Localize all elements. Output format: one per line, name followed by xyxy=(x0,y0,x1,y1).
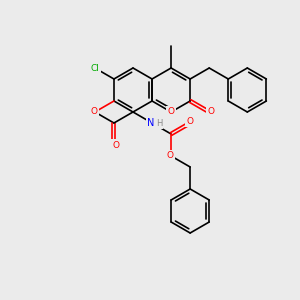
Text: O: O xyxy=(187,116,194,125)
Text: N: N xyxy=(147,118,155,128)
Text: Cl: Cl xyxy=(90,64,99,73)
Text: O: O xyxy=(112,140,119,149)
Text: O: O xyxy=(168,107,175,116)
Text: O: O xyxy=(90,107,98,116)
Text: H: H xyxy=(156,119,162,128)
Text: O: O xyxy=(208,107,215,116)
Text: O: O xyxy=(167,152,174,160)
